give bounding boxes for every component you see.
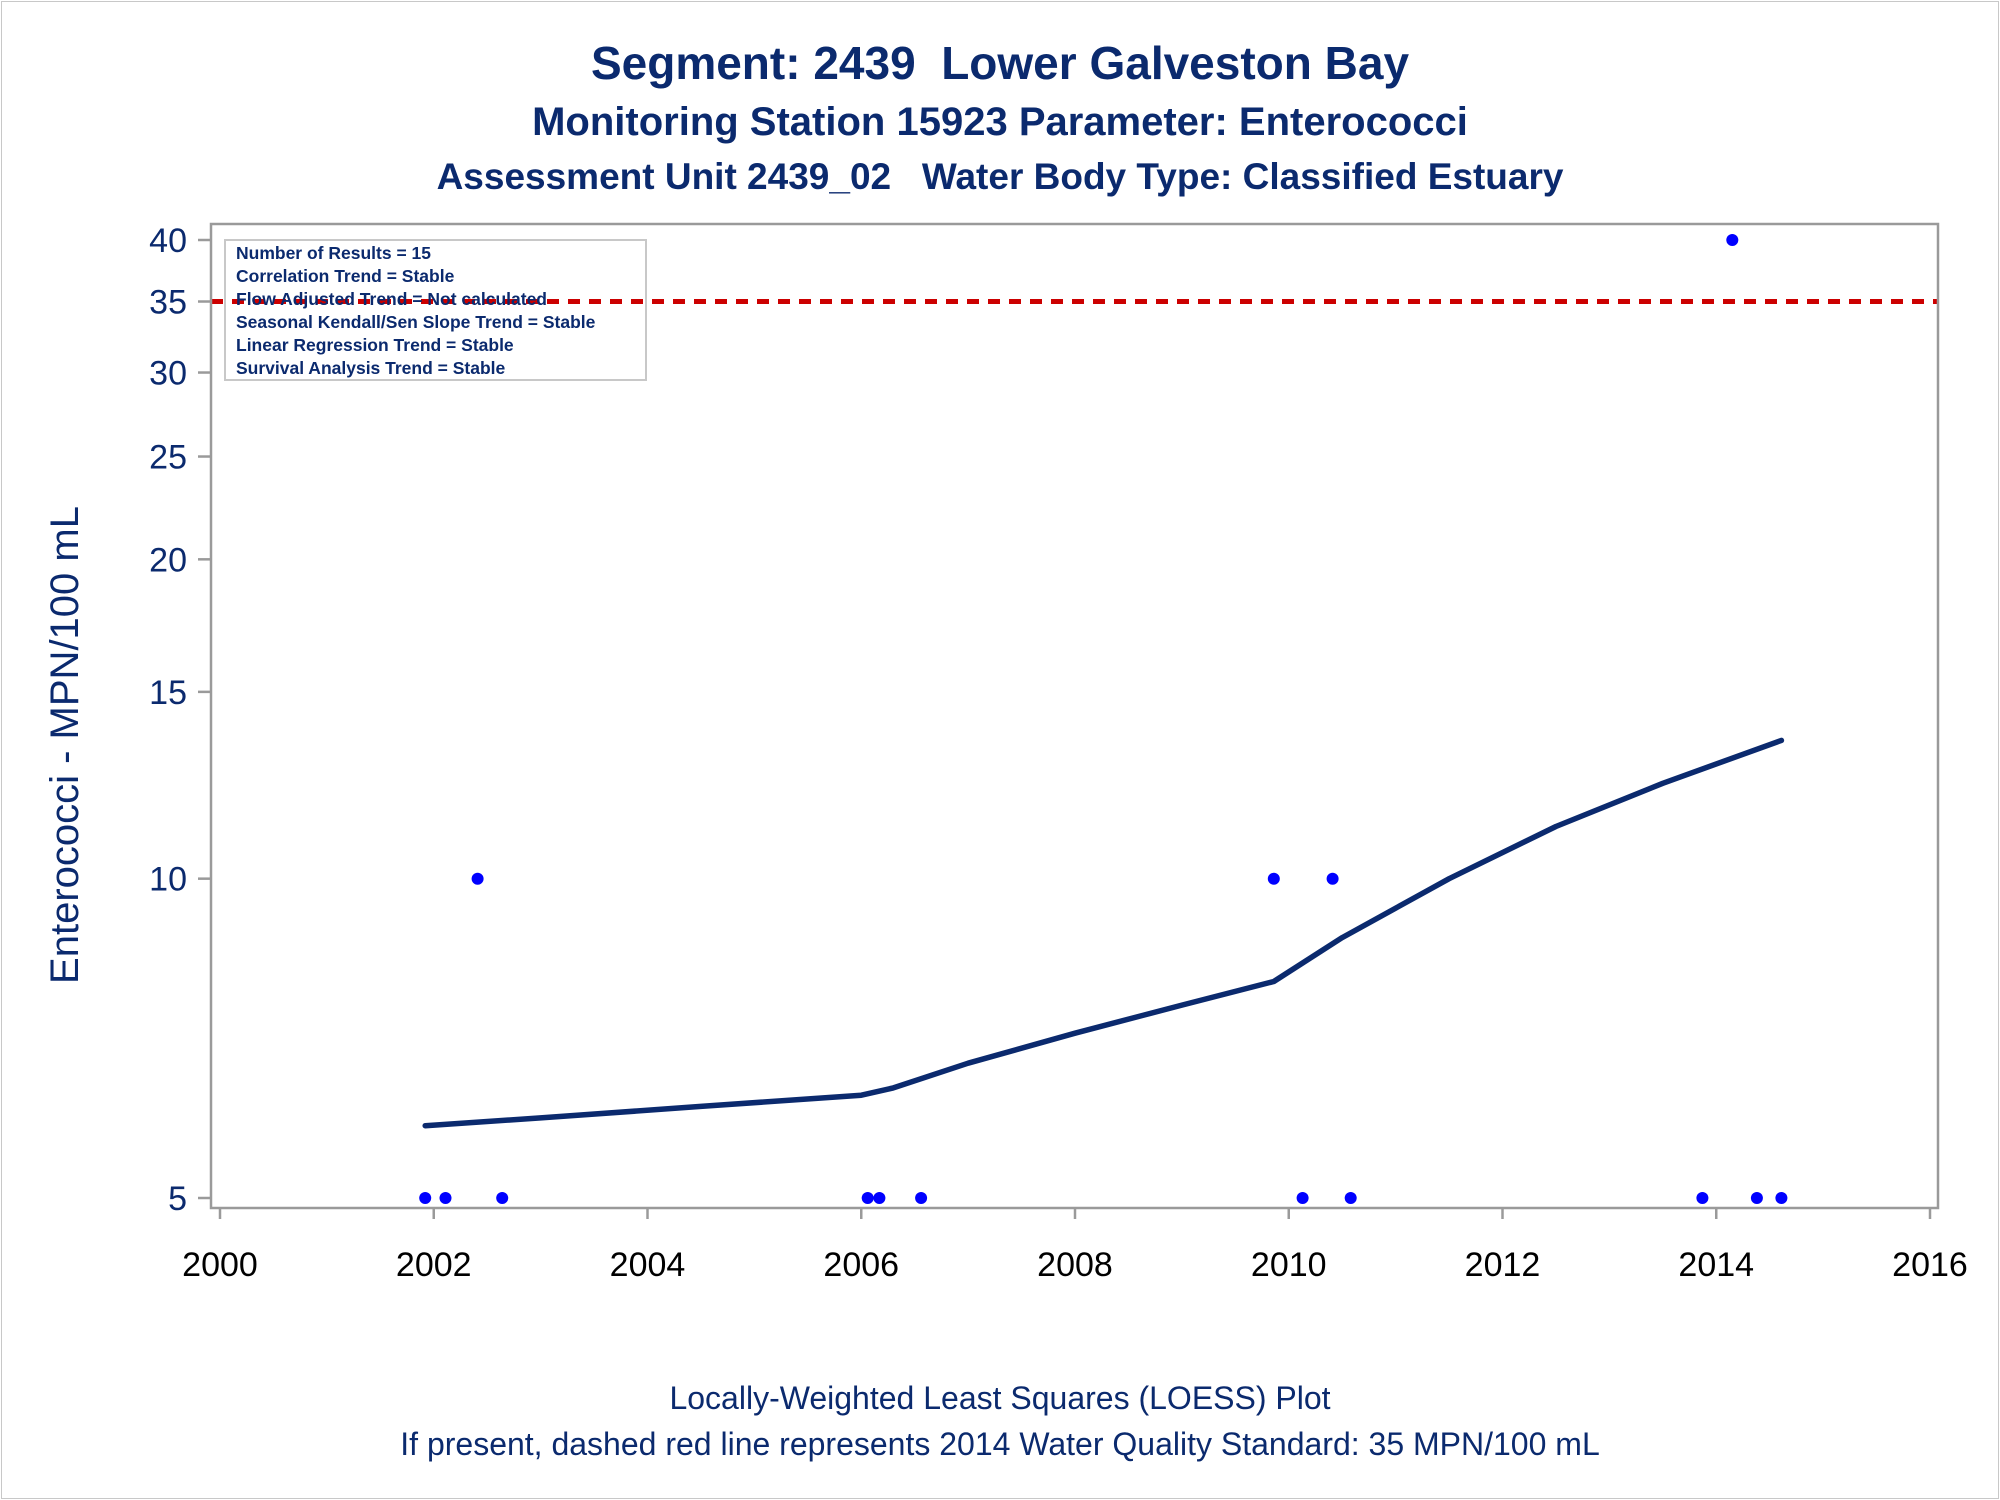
x-tick-label: 2016 — [1892, 1246, 1968, 1284]
data-point — [873, 1192, 886, 1204]
data-point — [1344, 1192, 1357, 1204]
stats-box: Number of Results = 15 Correlation Trend … — [224, 239, 647, 381]
data-point — [439, 1192, 452, 1204]
x-tick-label: 2014 — [1678, 1246, 1754, 1284]
points-layer — [419, 234, 1788, 1204]
axes-layer: 2000 2002 2004 2006 2008 2010 2012 2014 2016 5 10 1… — [149, 222, 1968, 1284]
data-point — [1750, 1192, 1763, 1204]
loess-curve — [422, 737, 1785, 1129]
x-tick-label: 2008 — [1037, 1246, 1113, 1284]
data-point — [419, 1192, 432, 1204]
chart-subtitle-station: Monitoring Station 15923 Parameter: Ente… — [532, 100, 1468, 144]
chart-title: Segment: 2439 Lower Galveston Bay — [590, 37, 1410, 89]
loess-layer — [422, 737, 1785, 1129]
x-tick-label: 2012 — [1465, 1246, 1541, 1284]
data-point — [1267, 872, 1280, 885]
x-tick-label: 2010 — [1251, 1246, 1327, 1284]
data-point — [915, 1192, 928, 1204]
x-tick-label: 2000 — [182, 1246, 258, 1284]
footnote-standard: If present, dashed red line represents 2… — [400, 1426, 1600, 1462]
y-tick-label: 25 — [149, 439, 187, 477]
footnote-loess: Locally-Weighted Least Squares (LOESS) P… — [669, 1380, 1331, 1416]
y-tick-label: 20 — [149, 541, 187, 579]
x-tick-label: 2002 — [396, 1246, 472, 1284]
stats-line: Flow Adjusted Trend = Not calculated — [236, 289, 547, 309]
stats-line: Linear Regression Trend = Stable — [236, 335, 514, 355]
y-tick-label: 5 — [168, 1180, 187, 1218]
data-point — [1726, 234, 1739, 246]
y-tick-label: 15 — [149, 674, 187, 712]
chart-subtitle-assessment: Assessment Unit 2439_02 Water Body Type:… — [436, 156, 1564, 197]
stats-line: Correlation Trend = Stable — [236, 266, 455, 286]
data-point — [471, 872, 484, 885]
x-tick-label: 2006 — [823, 1246, 899, 1284]
y-tick-label: 10 — [149, 861, 187, 899]
stats-line: Number of Results = 15 — [236, 243, 431, 263]
y-tick-label: 30 — [149, 355, 187, 393]
y-tick-label: 40 — [149, 222, 187, 260]
stats-box-border — [224, 239, 647, 381]
data-point — [1296, 1192, 1309, 1204]
stats-line: Survival Analysis Trend = Stable — [236, 358, 506, 378]
y-axis-label: Enterococci - MPN/100 mL — [43, 506, 87, 984]
x-tick-label: 2004 — [610, 1246, 686, 1284]
y-tick-label: 35 — [149, 284, 187, 322]
data-point — [496, 1192, 509, 1204]
data-point — [861, 1192, 874, 1204]
data-point — [1775, 1192, 1788, 1204]
stats-line: Seasonal Kendall/Sen Slope Trend = Stabl… — [236, 312, 596, 332]
data-point — [1326, 872, 1339, 885]
data-point — [1696, 1192, 1709, 1204]
